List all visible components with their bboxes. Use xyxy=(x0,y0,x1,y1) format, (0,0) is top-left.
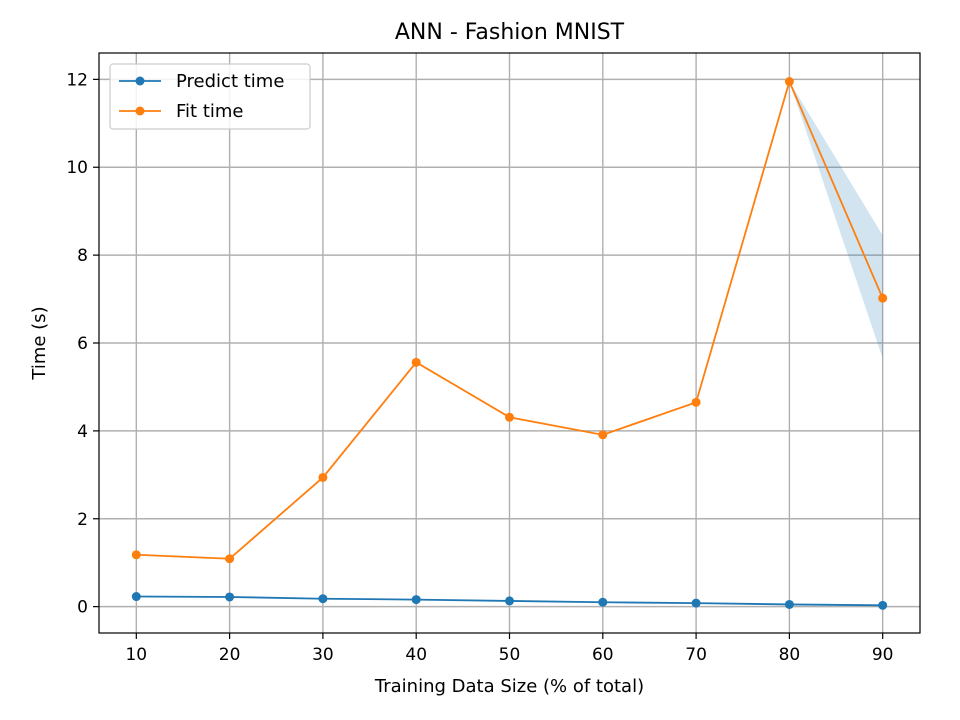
predict-time-point xyxy=(691,598,701,608)
fit-time-point xyxy=(225,554,235,564)
predict-time-point xyxy=(318,594,328,604)
y-tick-label: 10 xyxy=(66,158,88,178)
y-axis-label: Time (s) xyxy=(29,306,50,380)
x-axis-ticks: 10 20 30 40 50 60 70 80 90 xyxy=(125,633,894,665)
fit-time-point xyxy=(411,357,421,367)
x-tick-label: 90 xyxy=(872,645,894,665)
legend: Predict time Fit time xyxy=(109,63,311,130)
predict-time-point xyxy=(225,592,235,602)
y-tick-label: 2 xyxy=(77,510,88,530)
predict-time-point xyxy=(505,596,514,606)
fit-time-series xyxy=(131,77,888,564)
fit-time-point xyxy=(878,293,888,303)
predict-time-series xyxy=(131,592,888,610)
y-tick-label: 0 xyxy=(77,598,88,618)
x-axis-label: Training Data Size (% of total) xyxy=(374,676,644,697)
legend-predict-time-marker xyxy=(135,76,145,86)
x-tick-label: 60 xyxy=(592,645,614,665)
x-tick-label: 20 xyxy=(219,645,241,665)
fit-time-point xyxy=(131,550,141,560)
fit-time-point xyxy=(505,412,514,422)
predict-time-point xyxy=(878,600,888,610)
y-tick-label: 12 xyxy=(66,70,88,90)
legend-predict-time-label: Predict time xyxy=(176,71,284,92)
fit-time-point xyxy=(318,472,328,482)
predict-time-point xyxy=(131,592,141,602)
x-tick-label: 80 xyxy=(779,645,801,665)
y-tick-label: 8 xyxy=(77,246,88,266)
y-tick-label: 6 xyxy=(77,334,88,354)
fit-time-point xyxy=(691,397,701,407)
y-axis-ticks: 0 2 4 6 8 10 12 xyxy=(66,70,99,618)
x-tick-label: 50 xyxy=(499,645,521,665)
x-tick-label: 70 xyxy=(685,645,707,665)
x-tick-label: 10 xyxy=(125,645,147,665)
legend-fit-time-label: Fit time xyxy=(176,101,244,122)
fit-time-std-band xyxy=(136,81,883,559)
predict-time-point xyxy=(784,599,794,609)
chart-title: ANN - Fashion MNIST xyxy=(395,20,625,45)
confidence-bands xyxy=(136,81,883,559)
predict-time-point xyxy=(411,595,421,605)
fit-time-point xyxy=(784,77,794,87)
predict-time-point xyxy=(598,597,608,607)
grid xyxy=(99,53,920,633)
x-tick-label: 30 xyxy=(312,645,334,665)
y-tick-label: 4 xyxy=(77,422,88,442)
series-lines xyxy=(131,77,888,610)
legend-fit-time-marker xyxy=(135,106,145,116)
x-tick-label: 40 xyxy=(405,645,427,665)
fit-time-point xyxy=(598,430,608,440)
